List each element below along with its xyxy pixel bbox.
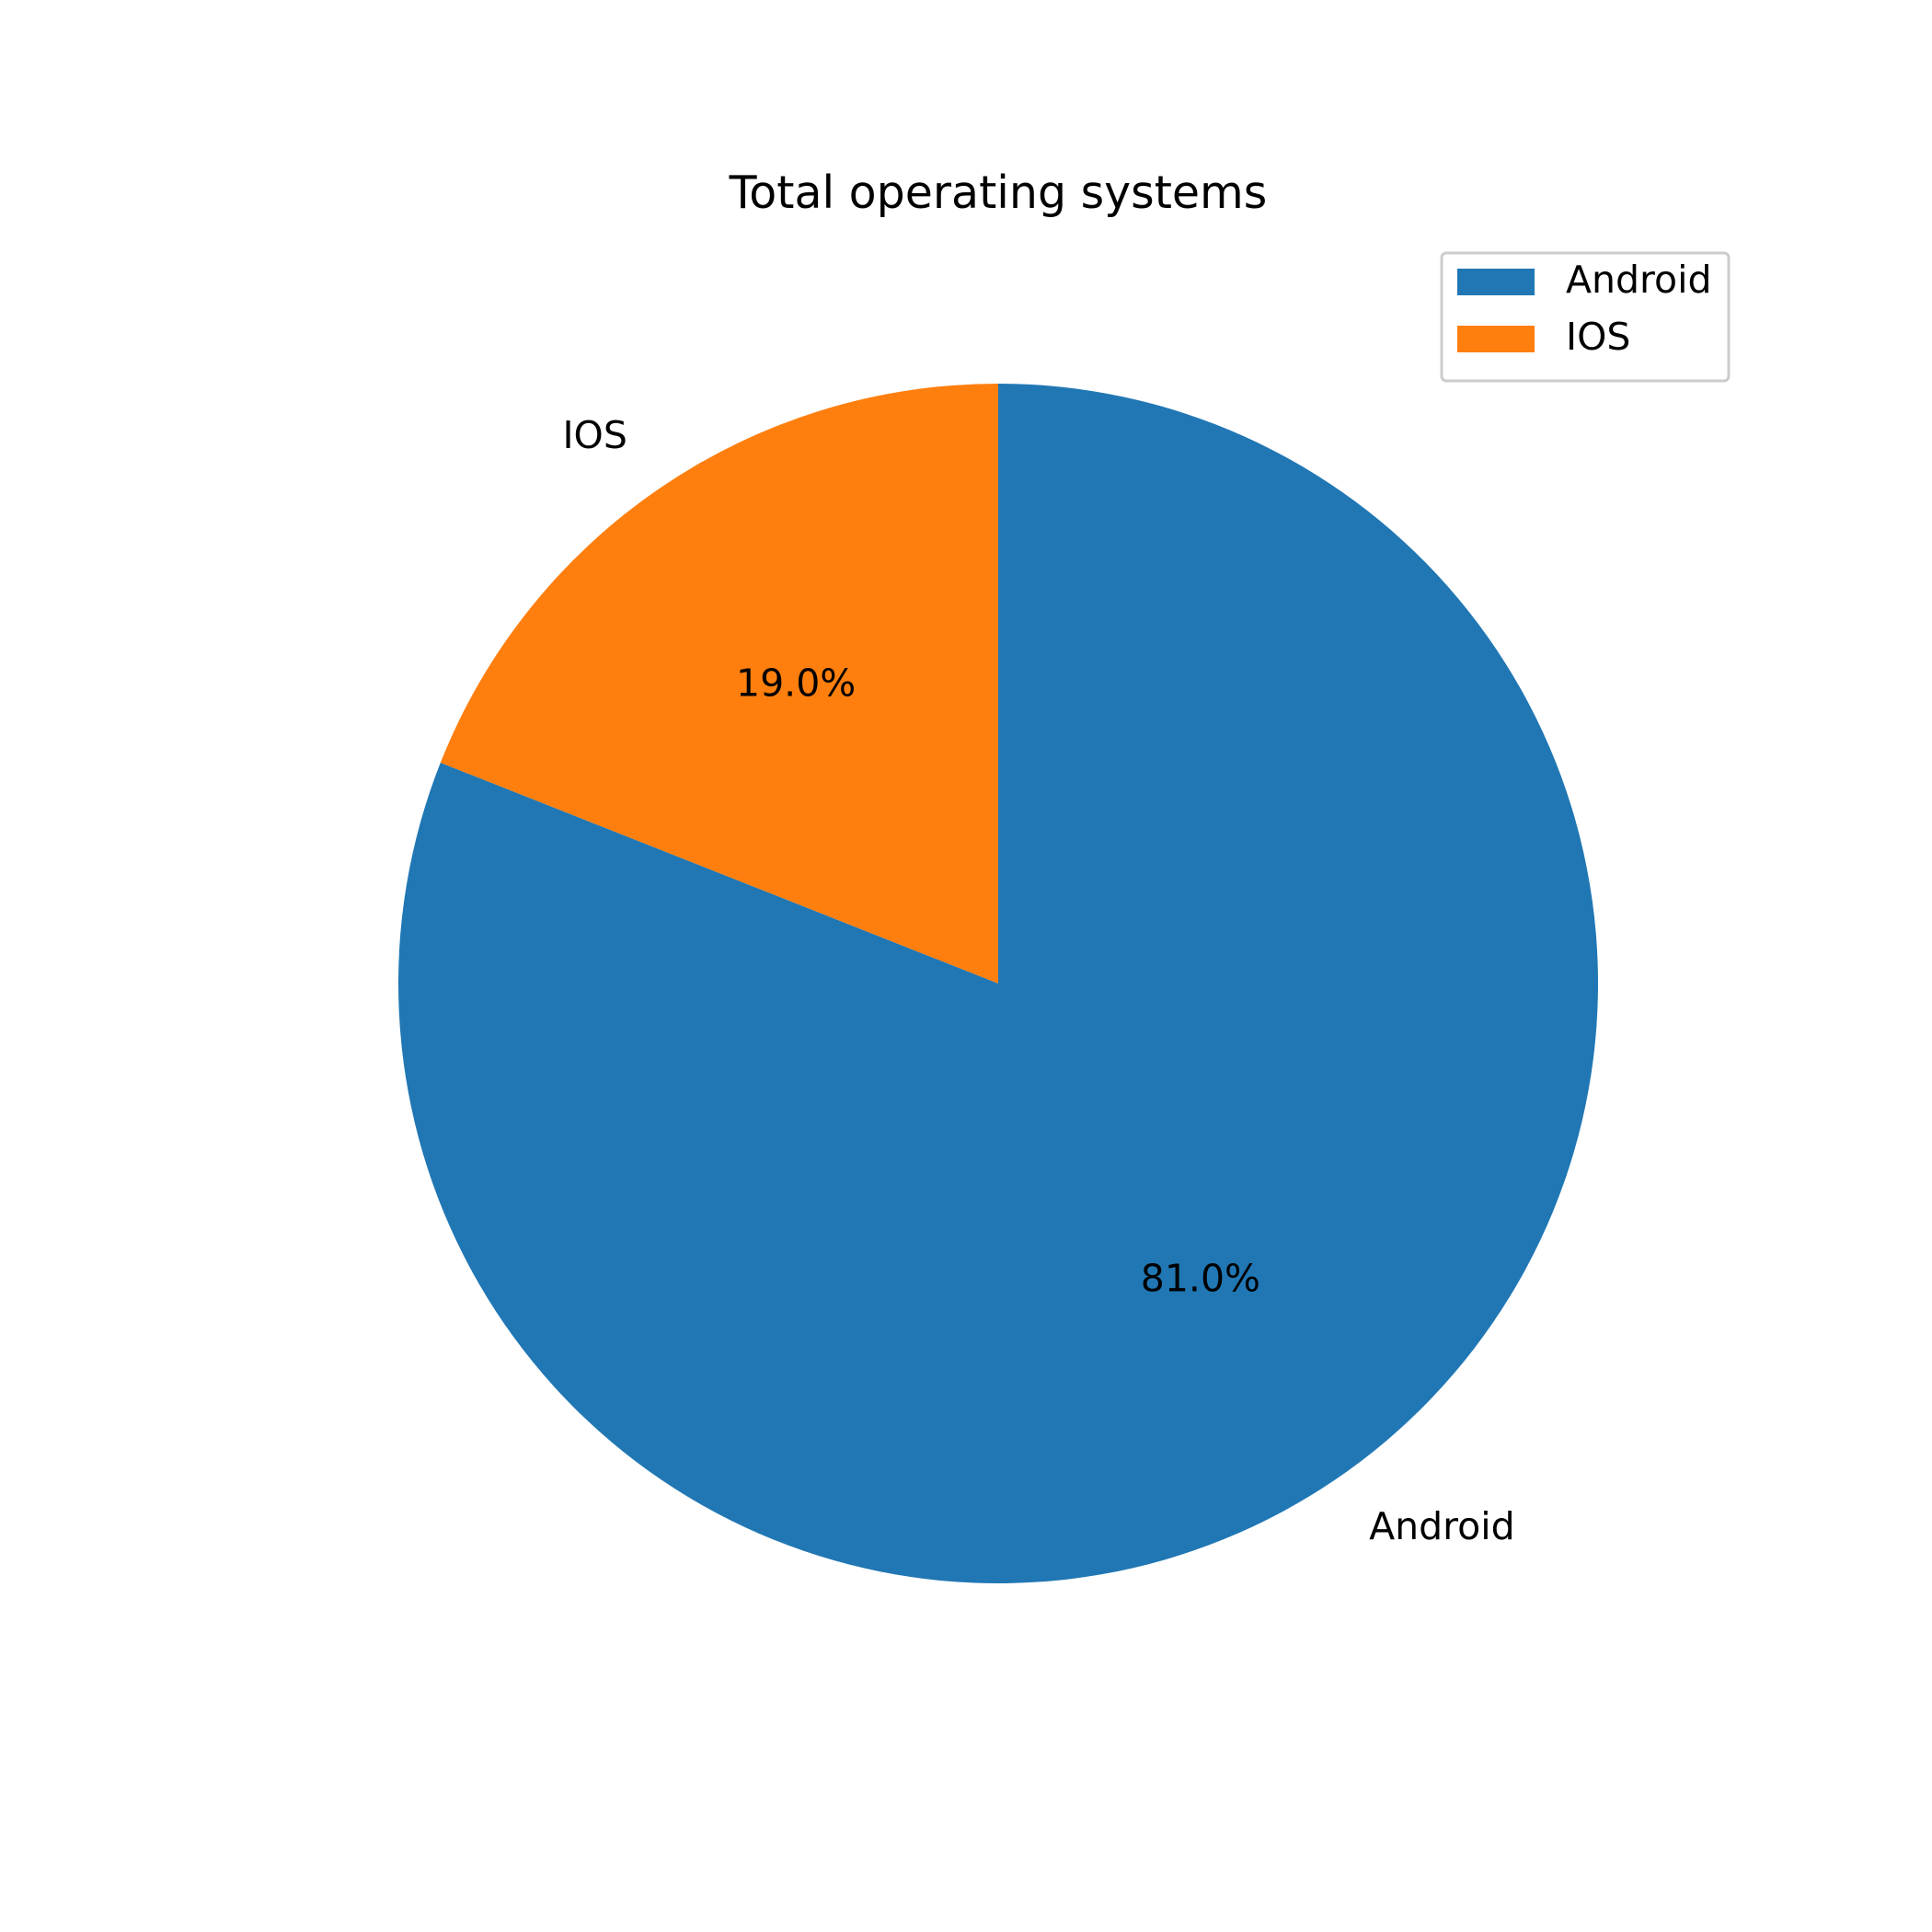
slice-percent-android: 81.0% xyxy=(1141,1257,1260,1301)
legend-swatch-android xyxy=(1457,269,1535,295)
legend-swatch-ios xyxy=(1457,326,1535,352)
pie-slice-ios xyxy=(440,384,998,983)
legend: Android IOS xyxy=(1440,251,1731,383)
legend-label-android: Android xyxy=(1566,258,1712,302)
chart-title: Total operating systems xyxy=(729,167,1268,219)
legend-label-ios: IOS xyxy=(1566,315,1630,359)
pie-labels: Android 81.0% IOS 19.0% xyxy=(562,413,1514,1548)
slice-percent-ios: 19.0% xyxy=(736,661,856,705)
pie-slice-android xyxy=(398,384,1599,1583)
slice-label-android: Android xyxy=(1369,1504,1515,1548)
slice-label-ios: IOS xyxy=(562,413,627,457)
pie-slices xyxy=(398,384,1599,1583)
